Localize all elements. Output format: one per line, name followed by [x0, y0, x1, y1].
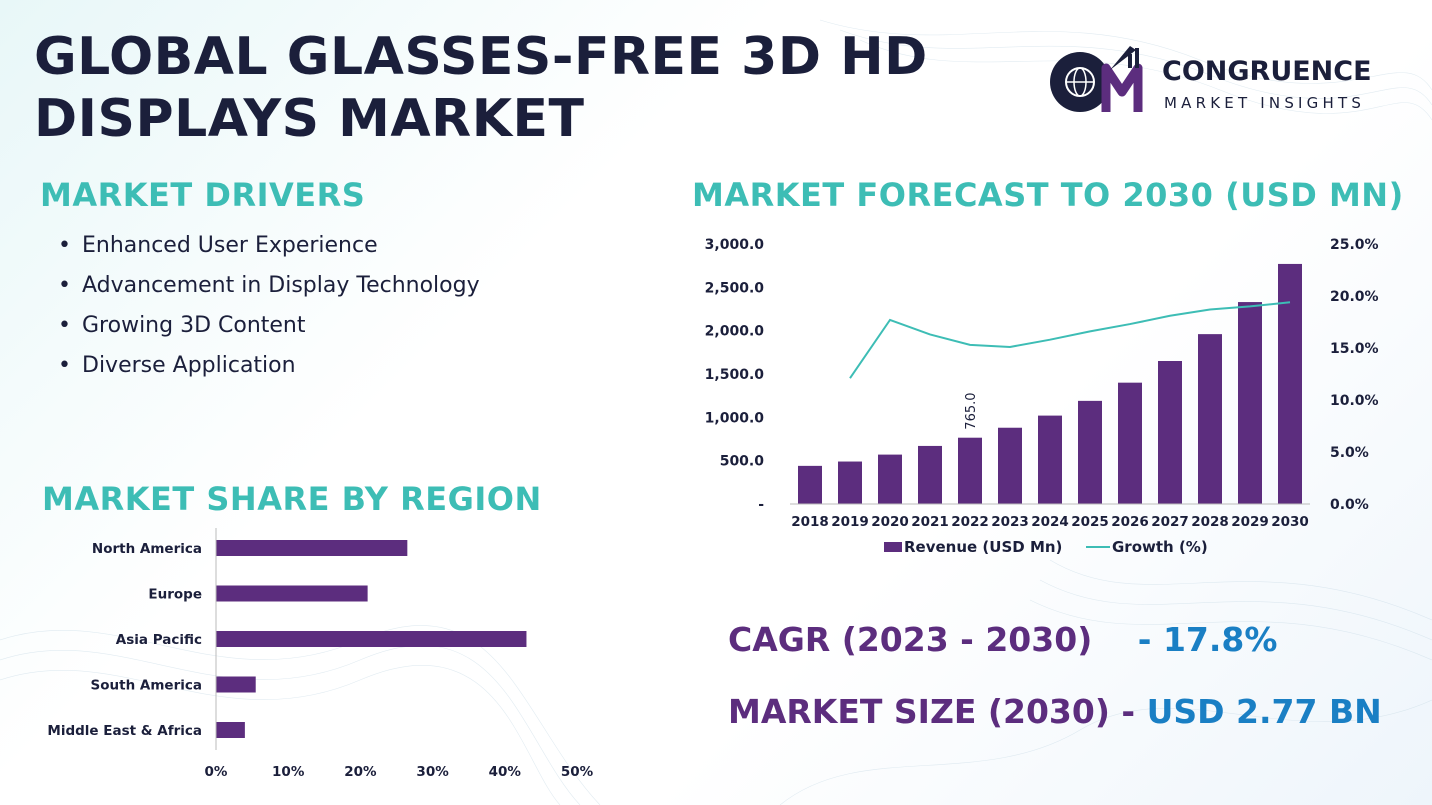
y-axis-tick: Europe [148, 587, 202, 603]
x-axis-tick: 2019 [831, 514, 869, 530]
x-axis-tick: 30% [416, 764, 449, 780]
cmi-logo-icon [1050, 46, 1143, 112]
bar [216, 676, 256, 693]
bar [798, 465, 822, 504]
driver-label: Diverse Application [82, 353, 296, 378]
bar [1158, 361, 1182, 504]
y-axis-left-tick: 2,500.0 [705, 280, 765, 296]
bar [1118, 382, 1142, 504]
cagr-kpi: CAGR (2023 - 2030) - 17.8% [728, 620, 1277, 659]
y-axis-tick: South America [91, 678, 202, 694]
list-item: • Growing 3D Content [58, 310, 480, 350]
market-size-value: USD 2.77 BN [1146, 692, 1382, 731]
bar [1278, 263, 1302, 504]
growth-line [849, 301, 1291, 379]
market-size-label: MARKET SIZE (2030) - [728, 692, 1136, 731]
x-axis-tick: 10% [272, 764, 305, 780]
market-size-kpi: MARKET SIZE (2030) - USD 2.77 BN [728, 692, 1382, 731]
cagr-label: CAGR (2023 - 2030) [728, 620, 1093, 659]
bar [216, 540, 408, 556]
y-axis-right-tick: 5.0% [1330, 445, 1369, 461]
logo-tagline: MARKET INSIGHTS [1164, 94, 1366, 112]
y-axis-right-tick: 0.0% [1330, 497, 1369, 513]
bar [878, 454, 902, 504]
bullet-icon: • [58, 353, 71, 378]
y-axis-left-tick: 1,000.0 [705, 410, 765, 426]
x-axis-tick: 2026 [1111, 514, 1149, 530]
page-title: GLOBAL GLASSES-FREE 3D HD DISPLAYS MARKE… [34, 27, 928, 149]
y-axis-right-tick: 10.0% [1330, 393, 1379, 409]
list-item: • Enhanced User Experience [58, 230, 480, 270]
bullet-icon: • [58, 313, 71, 338]
cagr-value: - 17.8% [1137, 620, 1278, 659]
driver-label: Enhanced User Experience [82, 233, 378, 258]
x-axis-tick: 2025 [1071, 514, 1109, 530]
bar [838, 461, 862, 504]
y-axis-right-tick: 20.0% [1330, 289, 1379, 305]
y-axis-left-tick: 1,500.0 [705, 367, 765, 383]
x-axis-tick: 2030 [1271, 514, 1309, 530]
bar [216, 585, 368, 602]
legend-swatch-revenue [884, 542, 902, 552]
x-axis-tick: 2020 [871, 514, 909, 530]
drivers-heading: MARKET DRIVERS [40, 176, 366, 214]
bar [918, 445, 942, 504]
x-axis-tick: 2028 [1191, 514, 1229, 530]
x-axis-tick: 2021 [911, 514, 949, 530]
forecast-chart: - 500.0 1,000.0 1,500.0 2,000.0 2,500.0 3,000.… [705, 237, 1379, 556]
x-axis-tick: 2029 [1231, 514, 1269, 530]
y-axis-tick: Middle East & Africa [47, 723, 202, 739]
y-axis-right-tick: 15.0% [1330, 341, 1379, 357]
bar [958, 437, 982, 504]
drivers-list: • Enhanced User Experience • Advancement i… [58, 230, 480, 390]
bar [216, 631, 527, 647]
list-item: • Diverse Application [58, 350, 480, 390]
x-axis-tick: 40% [489, 764, 522, 780]
region-chart-title: MARKET SHARE BY REGION [42, 480, 542, 518]
legend-label: Growth (%) [1112, 538, 1208, 556]
legend-label: Revenue (USD Mn) [904, 538, 1062, 556]
y-axis-left-tick: 2,000.0 [705, 324, 765, 340]
x-axis-tick: 50% [561, 764, 594, 780]
x-axis-tick: 20% [344, 764, 377, 780]
y-axis-left-tick: - [758, 497, 764, 513]
x-axis-tick: 2027 [1151, 514, 1189, 530]
y-axis-right-tick: 25.0% [1330, 237, 1379, 253]
x-axis-tick: 0% [205, 764, 228, 780]
bullet-icon: • [58, 273, 71, 298]
data-label: 765.0 [964, 392, 979, 429]
driver-label: Growing 3D Content [82, 313, 306, 338]
x-axis-tick: 2024 [1031, 514, 1069, 530]
region-share-chart: North America Europe Asia Pacific South Ame… [47, 528, 594, 780]
list-item: • Advancement in Display Technology [58, 270, 480, 310]
brand-logo: CONGRUENCE MARKET INSIGHTS [1044, 40, 1404, 120]
y-axis-tick: Asia Pacific [116, 632, 202, 648]
y-axis-left-tick: 500.0 [720, 454, 765, 470]
x-axis-tick: 2023 [991, 514, 1029, 530]
bar [216, 722, 245, 738]
y-axis-tick: North America [92, 541, 202, 557]
x-axis-tick: 2022 [951, 514, 989, 530]
bar [1238, 302, 1262, 504]
bar [1078, 400, 1102, 504]
x-axis-tick: 2018 [791, 514, 829, 530]
y-axis-left-tick: 3,000.0 [705, 237, 765, 253]
bullet-icon: • [58, 233, 71, 258]
logo-name: CONGRUENCE [1162, 56, 1372, 87]
forecast-chart-title: MARKET FORECAST TO 2030 (USD MN) [692, 176, 1404, 214]
bar [998, 427, 1022, 504]
bar [1198, 334, 1222, 504]
driver-label: Advancement in Display Technology [82, 273, 480, 298]
bar [1038, 415, 1062, 504]
